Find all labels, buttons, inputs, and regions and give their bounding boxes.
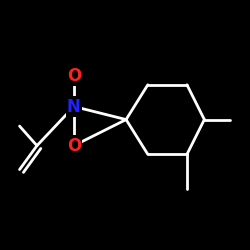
Text: O: O [67,67,81,85]
Text: O: O [67,137,81,155]
Text: N: N [67,98,81,116]
